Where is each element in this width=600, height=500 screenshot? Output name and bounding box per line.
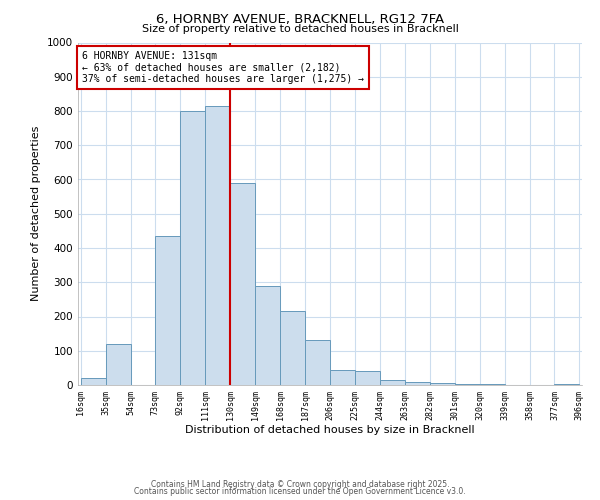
Text: Size of property relative to detached houses in Bracknell: Size of property relative to detached ho… bbox=[142, 24, 458, 34]
Bar bbox=[455, 384, 479, 385]
Text: 6 HORNBY AVENUE: 131sqm
← 63% of detached houses are smaller (2,182)
37% of semi: 6 HORNBY AVENUE: 131sqm ← 63% of detache… bbox=[82, 51, 364, 84]
Bar bbox=[205, 106, 230, 385]
Bar bbox=[330, 370, 355, 385]
X-axis label: Distribution of detached houses by size in Bracknell: Distribution of detached houses by size … bbox=[185, 426, 475, 436]
Bar bbox=[106, 344, 131, 385]
Bar bbox=[479, 384, 505, 385]
Bar bbox=[280, 312, 305, 385]
Y-axis label: Number of detached properties: Number of detached properties bbox=[31, 126, 41, 302]
Bar bbox=[380, 380, 405, 385]
Bar bbox=[355, 372, 380, 385]
Text: 6, HORNBY AVENUE, BRACKNELL, RG12 7FA: 6, HORNBY AVENUE, BRACKNELL, RG12 7FA bbox=[156, 12, 444, 26]
Bar bbox=[80, 378, 106, 385]
Text: Contains public sector information licensed under the Open Government Licence v3: Contains public sector information licen… bbox=[134, 487, 466, 496]
Bar bbox=[405, 382, 430, 385]
Bar bbox=[430, 384, 455, 385]
Bar bbox=[305, 340, 330, 385]
Bar bbox=[255, 286, 280, 385]
Text: Contains HM Land Registry data © Crown copyright and database right 2025.: Contains HM Land Registry data © Crown c… bbox=[151, 480, 449, 489]
Bar bbox=[155, 236, 181, 385]
Bar bbox=[554, 384, 580, 385]
Bar bbox=[230, 183, 255, 385]
Bar bbox=[181, 111, 205, 385]
